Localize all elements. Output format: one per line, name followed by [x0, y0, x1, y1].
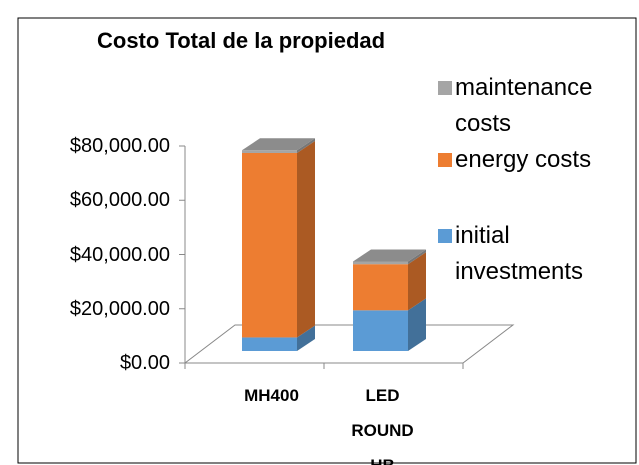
legend-swatch — [438, 153, 452, 167]
bar-top — [242, 138, 315, 151]
bar-segment — [242, 150, 297, 153]
legend-label: initial investments — [455, 222, 584, 285]
chart-border — [17, 17, 637, 464]
bar-segment — [353, 264, 408, 311]
bar-segment — [353, 310, 408, 351]
y-tick-label: $80,000.00 — [69, 135, 170, 157]
legend-label: maintenance costs — [455, 74, 593, 137]
bar-side — [408, 249, 426, 265]
x-tick-label: LED ROUND HB — [351, 386, 414, 465]
floor — [183, 324, 515, 364]
bar-segment — [242, 337, 297, 351]
y-tick-label: $0.00 — [119, 352, 170, 374]
bar-side — [297, 140, 315, 338]
bar-side — [408, 298, 426, 351]
y-tick-label: $20,000.00 — [69, 297, 170, 320]
legend-swatch — [438, 81, 452, 95]
bar-side — [297, 138, 315, 153]
bar-top — [353, 249, 426, 262]
bar-segment — [353, 261, 408, 265]
legend-label: energy costs — [455, 146, 592, 173]
bar-segment — [242, 152, 297, 338]
bar-side — [297, 325, 315, 351]
bar-side — [408, 252, 426, 311]
chart-title: Costo Total de la propiedad — [97, 28, 386, 53]
legend-swatch — [438, 229, 452, 243]
y-tick-label: $40,000.00 — [69, 243, 170, 266]
y-tick-label: $60,000.00 — [69, 189, 170, 212]
x-tick-label: MH400 — [244, 386, 299, 405]
